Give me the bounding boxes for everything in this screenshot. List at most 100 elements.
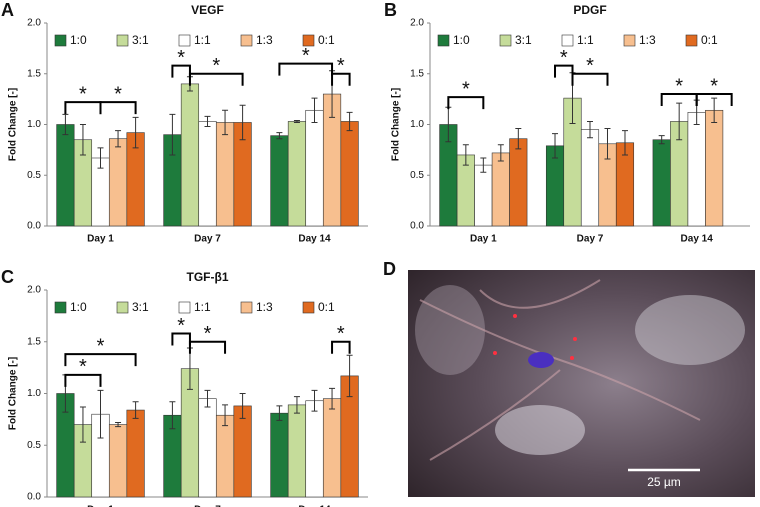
significance-star: * (79, 83, 87, 105)
significance-bracket (64, 373, 102, 387)
significance-star: * (177, 47, 185, 69)
y-tick-label: 2.0 (27, 285, 41, 296)
bar (287, 121, 307, 227)
bar (233, 405, 252, 498)
significance-star: * (337, 323, 345, 345)
y-tick-label: 1.5 (410, 68, 424, 79)
bar (305, 400, 324, 498)
x-tick-label: Day 7 (194, 234, 221, 245)
bar (126, 409, 145, 498)
significance-star: * (337, 55, 345, 77)
error-bar (132, 116, 139, 149)
significance-bracket (331, 340, 351, 354)
significance-bracket (571, 72, 609, 86)
x-tick-label: Day 7 (194, 505, 221, 507)
error-bar (222, 404, 229, 427)
error-bar (515, 128, 522, 150)
significance-star: * (212, 55, 220, 77)
error-bar (79, 124, 86, 156)
legend-label: 3:1 (132, 33, 149, 47)
bar (270, 135, 289, 227)
bar (198, 398, 217, 498)
scale-bar-label: 25 µm (647, 475, 681, 489)
significance-bracket (331, 72, 351, 86)
significance-star: * (302, 45, 310, 67)
legend-label: 3:1 (132, 300, 149, 314)
significance-bracket (188, 340, 227, 354)
panel-label: B (384, 0, 397, 20)
legend-label: 0:1 (318, 300, 335, 314)
y-tick-label: 1.5 (27, 68, 41, 79)
x-tick-label: Day 7 (577, 234, 604, 245)
significance-bracket (447, 96, 485, 110)
panel-label: C (1, 267, 14, 287)
significance-bracket (171, 332, 191, 346)
legend-label: 1:3 (256, 300, 273, 314)
error-bar (97, 389, 104, 439)
bar (215, 122, 235, 227)
legend-swatch (561, 34, 574, 47)
cell-process (419, 279, 701, 461)
y-axis-title: Fold Change [-] (391, 88, 402, 161)
error-bar (239, 104, 246, 141)
y-tick-label: 2.0 (27, 18, 41, 29)
y-tick-label: 0.0 (410, 221, 424, 232)
error-bar (676, 102, 683, 141)
significance-star: * (177, 315, 185, 337)
error-bar (276, 132, 283, 140)
marker (573, 337, 577, 341)
bar (305, 109, 324, 227)
y-axis-title: Fold Change [-] (8, 357, 19, 430)
error-bar (346, 354, 353, 398)
legend-swatch (240, 34, 253, 47)
error-bar (497, 144, 504, 162)
bar (287, 404, 307, 498)
x-tick-label: Day 1 (87, 234, 114, 245)
legend-swatch (302, 34, 315, 47)
y-tick-label: 0.5 (27, 170, 41, 181)
error-bar (132, 401, 139, 419)
error-bar (346, 111, 353, 132)
error-bar (169, 113, 176, 156)
error-bar (329, 387, 336, 410)
error-bar (311, 389, 318, 412)
x-tick-label: Day 14 (681, 234, 714, 245)
error-bar (62, 113, 69, 136)
legend-swatch (302, 301, 315, 314)
error-bar (604, 128, 611, 160)
panel-label: A (1, 0, 14, 20)
x-tick-label: Day 1 (470, 234, 497, 245)
error-bar (222, 109, 229, 136)
bar (198, 121, 217, 227)
bar (509, 138, 528, 227)
error-bar (621, 130, 628, 156)
significance-bracket (64, 353, 137, 367)
bar (215, 414, 235, 498)
bar (491, 152, 510, 227)
legend-label: 1:0 (70, 33, 87, 47)
error-bar (293, 396, 300, 414)
legend-label: 1:0 (453, 33, 470, 47)
error-bar (204, 115, 211, 128)
legend-label: 3:1 (515, 33, 532, 47)
bar (474, 164, 493, 227)
significance-star: * (710, 75, 718, 97)
y-tick-label: 0.5 (410, 170, 424, 181)
legend-swatch (623, 34, 636, 47)
significance-star: * (560, 47, 568, 69)
legend-swatch (54, 34, 67, 47)
legend-label: 1:1 (194, 300, 211, 314)
fibers (635, 295, 745, 365)
error-bar (711, 97, 718, 123)
bar (705, 109, 724, 227)
error-bar (115, 421, 122, 428)
bar (270, 412, 289, 498)
micrograph (408, 270, 755, 497)
significance-bracket (99, 101, 137, 115)
marker (493, 351, 497, 355)
significance-star: * (675, 75, 683, 97)
bar (180, 83, 200, 227)
micrograph-panel: 25 µm D (383, 259, 755, 497)
legend-swatch (116, 301, 129, 314)
